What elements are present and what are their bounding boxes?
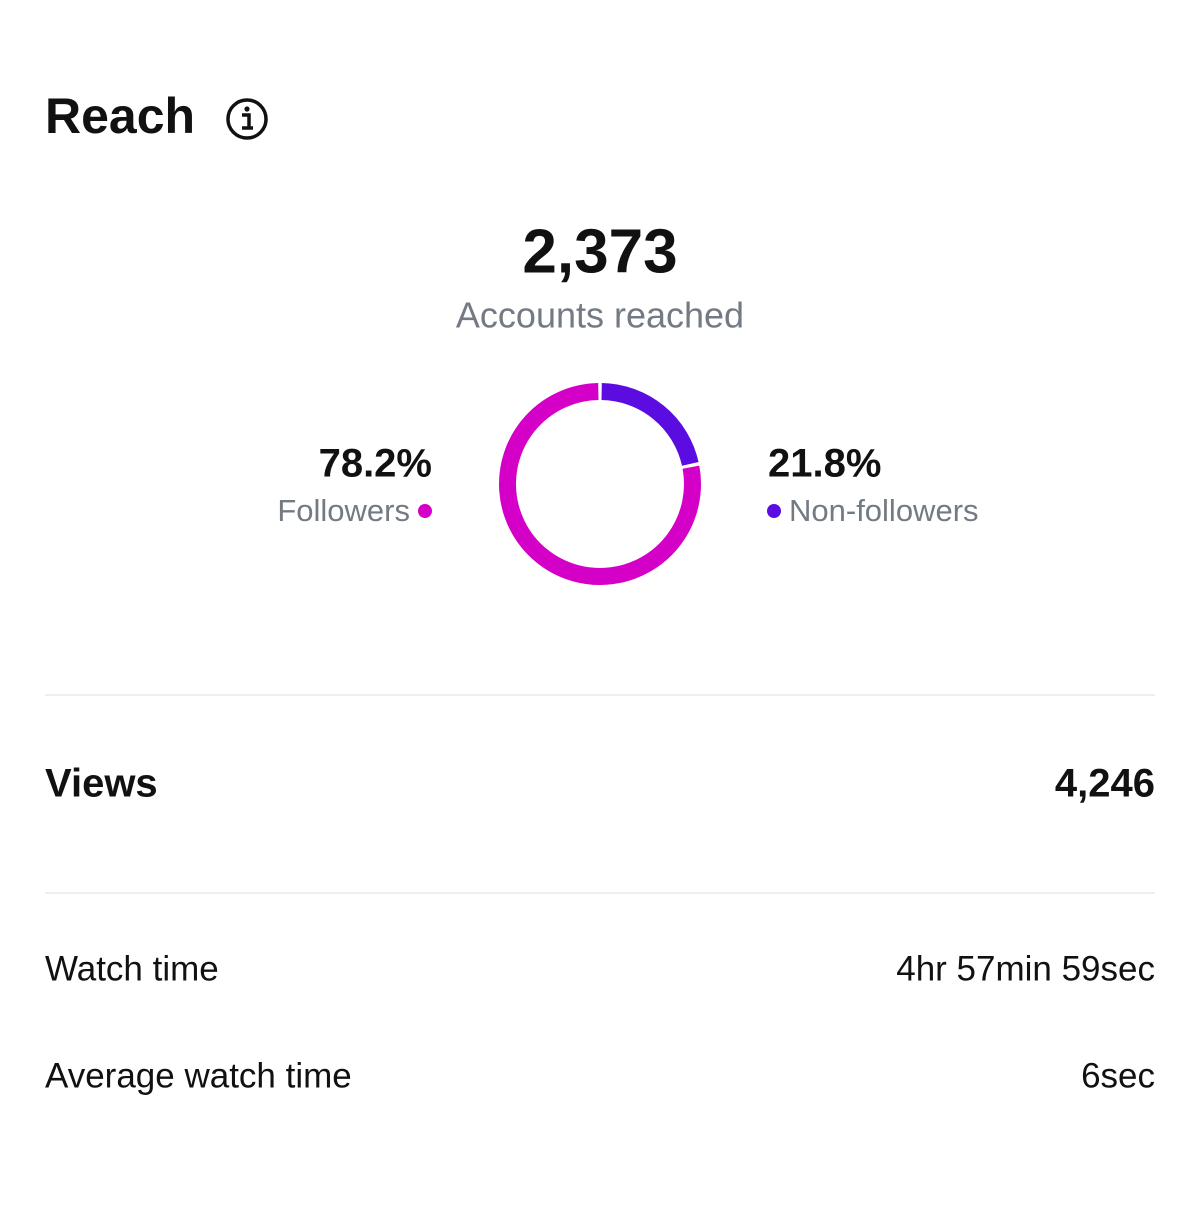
watch-time-value: 4hr 57min 59sec <box>896 949 1155 988</box>
followers-percent: 78.2% <box>319 442 432 486</box>
views-label: Views <box>45 762 158 806</box>
donut <box>499 383 701 585</box>
views-value: 4,246 <box>1055 762 1155 806</box>
non-followers-percent: 21.8% <box>768 442 881 486</box>
non-followers-legend: Non-followers <box>789 493 979 528</box>
followers-dot <box>418 504 432 518</box>
avg-watch-time-label: Average watch time <box>45 1056 352 1095</box>
donut-segment <box>601 383 699 466</box>
followers-legend: Followers <box>277 493 410 528</box>
title: Reach <box>45 88 195 144</box>
watch-time-label: Watch time <box>45 949 219 988</box>
accounts-reached-value: 2,373 <box>522 217 677 286</box>
accounts-reached-label: Accounts reached <box>456 295 744 336</box>
info-icon[interactable] <box>226 98 268 140</box>
non-followers-dot <box>767 504 781 518</box>
donut-segment <box>499 383 701 585</box>
avg-watch-time-value: 6sec <box>1081 1056 1155 1095</box>
